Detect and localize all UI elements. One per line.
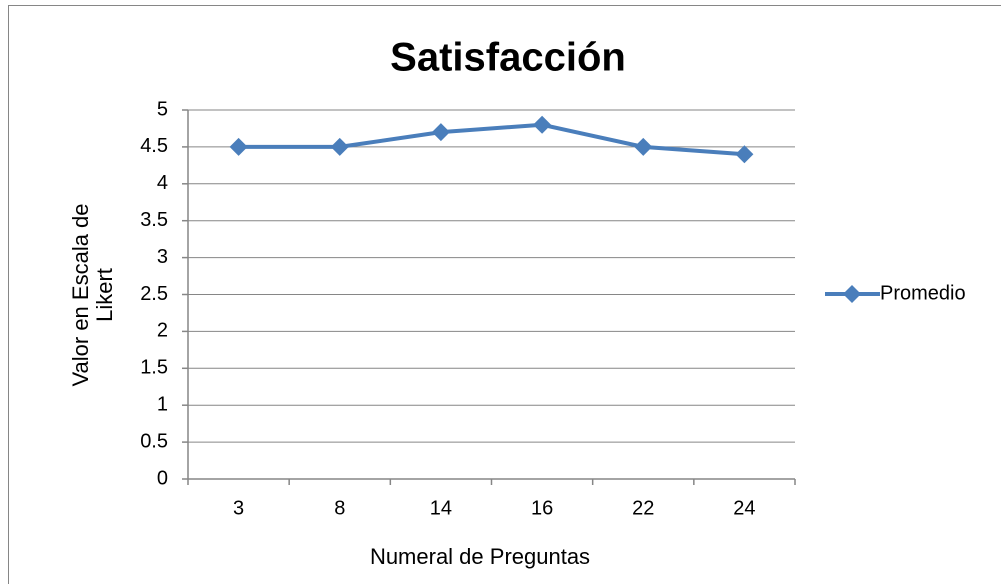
x-tick-label: 14 [430,497,452,519]
x-tick-label: 22 [632,497,654,519]
data-point [735,145,754,164]
series-line [238,122,745,157]
data-point [431,123,450,142]
y-tick-label: 4.5 [140,135,168,157]
y-axis-label-line: Likert [92,268,117,322]
x-axis-label: Numeral de Preguntas [370,544,590,569]
y-axis-label-line: Valor en Escala de [68,203,93,386]
legend-marker [843,285,861,303]
data-point [330,137,349,156]
y-tick-label: 3 [157,246,168,268]
chart-title: Satisfacción [390,36,626,80]
y-tick-label: 4 [157,172,168,194]
y-tick-label: 2 [157,320,168,342]
x-tick-label: 16 [531,497,553,519]
y-tick-label: 3.5 [140,209,168,231]
x-tick-label: 24 [733,497,755,519]
data-point [634,137,653,156]
y-tick-label: 5 [157,98,168,120]
legend-label: Promedio [880,282,966,304]
y-axis-label: Valor en Escala de Likert [68,203,117,386]
x-tick-label: 8 [334,497,345,519]
y-tick-label: 1.5 [140,357,168,379]
data-point [229,137,248,156]
y-tick-label: 2.5 [140,283,168,305]
y-tick-label: 0 [157,467,168,489]
y-tick-label: 1 [157,393,168,415]
x-tick-label: 3 [233,497,244,519]
y-tick-label: 0.5 [140,430,168,452]
data-point [533,115,552,134]
